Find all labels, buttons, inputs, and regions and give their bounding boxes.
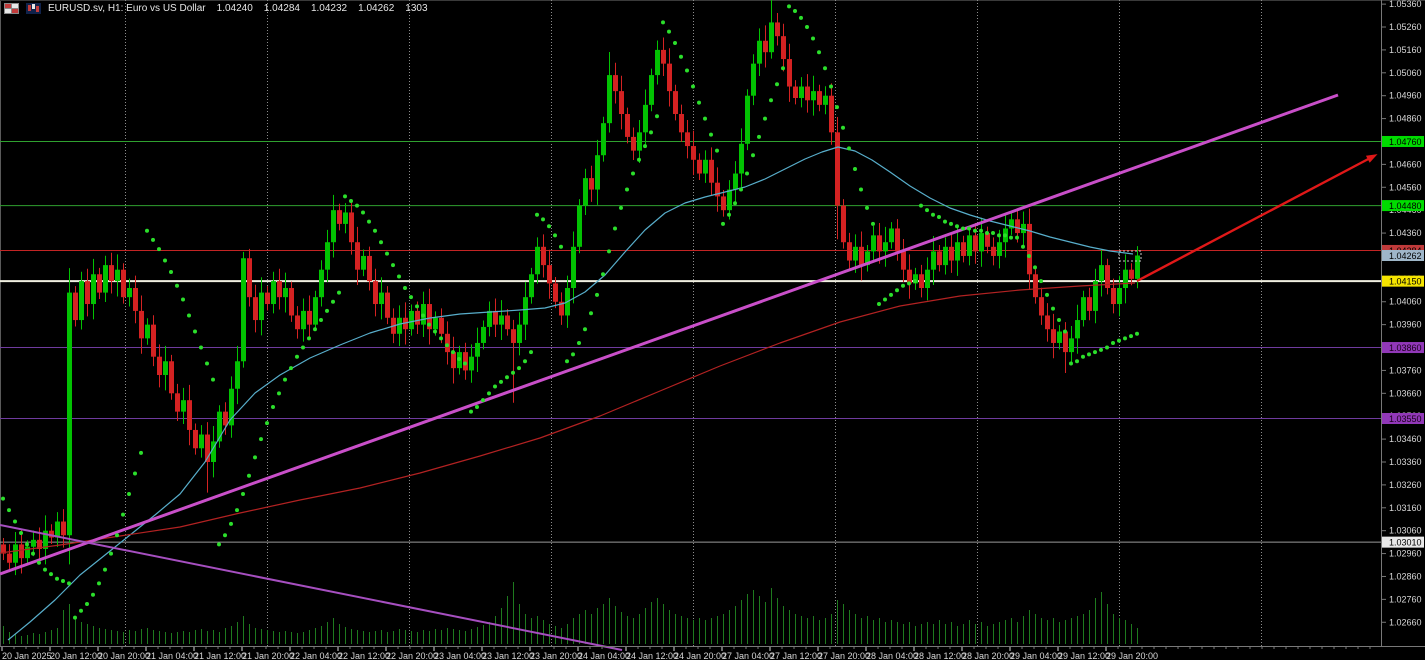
svg-text:1.03460: 1.03460: [1389, 434, 1422, 444]
svg-text:27 Jan 20:00: 27 Jan 20:00: [818, 651, 870, 660]
svg-text:1.04480: 1.04480: [1389, 201, 1422, 211]
svg-text:22 Jan 20:00: 22 Jan 20:00: [386, 651, 438, 660]
svg-text:1.03060: 1.03060: [1389, 526, 1422, 536]
svg-text:1.04960: 1.04960: [1389, 91, 1422, 101]
svg-text:21 Jan 04:00: 21 Jan 04:00: [146, 651, 198, 660]
svg-text:1.04060: 1.04060: [1389, 297, 1422, 307]
svg-text:21 Jan 20:00: 21 Jan 20:00: [242, 651, 294, 660]
svg-text:22 Jan 04:00: 22 Jan 04:00: [290, 651, 342, 660]
svg-text:23 Jan 20:00: 23 Jan 20:00: [530, 651, 582, 660]
svg-text:29 Jan 20:00: 29 Jan 20:00: [1106, 651, 1158, 660]
level-price-box: [1382, 135, 1424, 147]
svg-text:1.03260: 1.03260: [1389, 480, 1422, 490]
svg-text:29 Jan 04:00: 29 Jan 04:00: [1010, 651, 1062, 660]
svg-text:20 Jan 20:00: 20 Jan 20:00: [98, 651, 150, 660]
svg-text:1.04660: 1.04660: [1389, 159, 1422, 169]
svg-text:20 Jan 2025: 20 Jan 2025: [2, 651, 52, 660]
svg-text:1.04262: 1.04262: [1389, 251, 1422, 261]
svg-text:1.03760: 1.03760: [1389, 365, 1422, 375]
horizontal-level-lines: [0, 140, 1381, 543]
level-price-box: [1382, 342, 1424, 354]
volume-histogram: [3, 582, 1138, 644]
svg-text:28 Jan 20:00: 28 Jan 20:00: [962, 651, 1014, 660]
svg-text:20 Jan 12:00: 20 Jan 12:00: [50, 651, 102, 660]
downtrend-violet: [0, 524, 623, 651]
svg-text:23 Jan 04:00: 23 Jan 04:00: [434, 651, 486, 660]
svg-text:1.03550: 1.03550: [1389, 414, 1422, 424]
svg-text:24 Jan 12:00: 24 Jan 12:00: [626, 651, 678, 660]
parabolic-sar-dots: [1, 4, 1139, 620]
svg-text:1.02760: 1.02760: [1389, 594, 1422, 604]
svg-text:27 Jan 04:00: 27 Jan 04:00: [722, 651, 774, 660]
svg-text:22 Jan 12:00: 22 Jan 12:00: [338, 651, 390, 660]
svg-text:1.05160: 1.05160: [1389, 45, 1422, 55]
svg-text:1.03010: 1.03010: [1389, 538, 1422, 548]
level-price-box: [1382, 200, 1424, 212]
svg-text:1.03360: 1.03360: [1389, 457, 1422, 467]
svg-text:1.03160: 1.03160: [1389, 503, 1422, 513]
ma-cyan: [7, 146, 1134, 641]
svg-text:28 Jan 12:00: 28 Jan 12:00: [914, 651, 966, 660]
candlestick-series: [1, 0, 1140, 576]
level-price-box: [1382, 413, 1424, 425]
svg-text:1.02960: 1.02960: [1389, 549, 1422, 559]
svg-text:21 Jan 12:00: 21 Jan 12:00: [194, 651, 246, 660]
price-level-labels: 1.047601.044801.042841.041501.038601.035…: [1382, 135, 1424, 548]
svg-text:23 Jan 12:00: 23 Jan 12:00: [482, 651, 534, 660]
ma-red: [0, 282, 1136, 554]
forecast-arrow: [1136, 154, 1378, 283]
svg-text:1.03660: 1.03660: [1389, 388, 1422, 398]
svg-text:1.05260: 1.05260: [1389, 22, 1422, 32]
bid-price-box: [1382, 249, 1424, 261]
svg-text:1.03960: 1.03960: [1389, 320, 1422, 330]
level-price-box: [1382, 536, 1424, 548]
svg-text:1.04150: 1.04150: [1389, 277, 1422, 287]
svg-text:1.04860: 1.04860: [1389, 114, 1422, 124]
svg-text:24 Jan 04:00: 24 Jan 04:00: [578, 651, 630, 660]
svg-text:1.03860: 1.03860: [1389, 343, 1422, 353]
svg-text:24 Jan 20:00: 24 Jan 20:00: [674, 651, 726, 660]
svg-text:29 Jan 12:00: 29 Jan 12:00: [1058, 651, 1110, 660]
svg-text:1.05060: 1.05060: [1389, 68, 1422, 78]
svg-text:1.04760: 1.04760: [1389, 137, 1422, 147]
level-price-box: [1382, 275, 1424, 287]
svg-text:1.04360: 1.04360: [1389, 228, 1422, 238]
svg-text:1.02660: 1.02660: [1389, 617, 1422, 627]
svg-text:28 Jan 04:00: 28 Jan 04:00: [866, 651, 918, 660]
svg-text:1.04560: 1.04560: [1389, 182, 1422, 192]
svg-text:27 Jan 12:00: 27 Jan 12:00: [770, 651, 822, 660]
svg-text:1.02860: 1.02860: [1389, 571, 1422, 581]
uptrend-magenta: [0, 93, 1339, 576]
svg-text:1.05360: 1.05360: [1389, 0, 1422, 9]
